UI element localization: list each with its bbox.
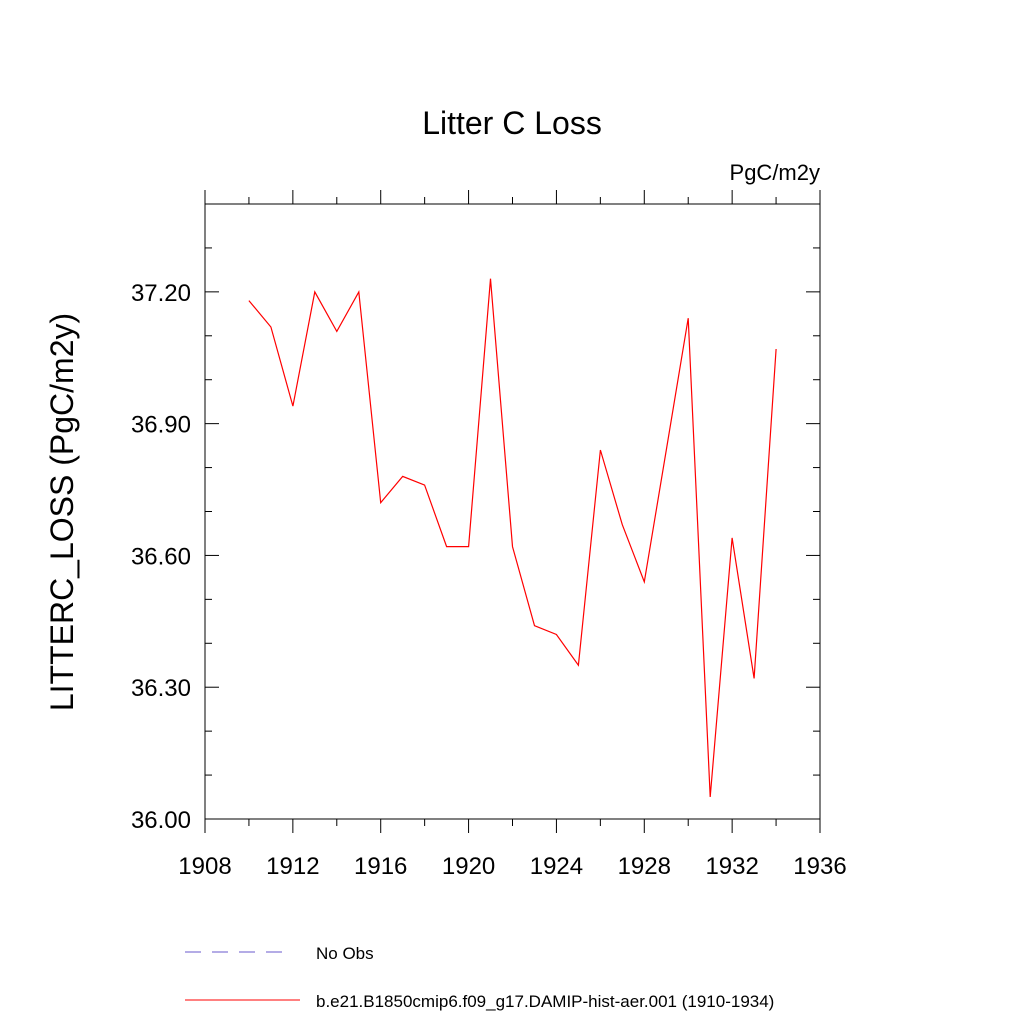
x-tick-label: 1908 xyxy=(178,853,231,880)
x-tick-label: 1932 xyxy=(705,853,758,880)
x-tick-label: 1936 xyxy=(793,853,846,880)
y-tick-label: 36.90 xyxy=(131,412,191,439)
x-tick-label: 1920 xyxy=(442,853,495,880)
x-tick-label: 1916 xyxy=(354,853,407,880)
y-tick-label: 36.30 xyxy=(131,675,191,702)
y-tick-label: 37.20 xyxy=(131,280,191,307)
legend-label: No Obs xyxy=(316,944,374,963)
plot-frame xyxy=(204,203,821,820)
units-label: PgC/m2y xyxy=(730,160,820,185)
x-tick-label: 1912 xyxy=(266,853,319,880)
y-axis: 36.00 36.30 36.60 36.90 37.20 xyxy=(131,247,820,834)
y-tick-label: 36.60 xyxy=(131,543,191,570)
x-tick-label: 1928 xyxy=(618,853,671,880)
x-tick-label: 1924 xyxy=(530,853,583,880)
y-tick-label: 36.00 xyxy=(131,807,191,834)
legend-label: b.e21.B1850cmip6.f09_g17.DAMIP-hist-aer.… xyxy=(316,992,774,1011)
chart-title: Litter C Loss xyxy=(422,105,602,141)
series-layer xyxy=(248,278,777,798)
legend: No Obs b.e21.B1850cmip6.f09_g17.DAMIP-his… xyxy=(185,944,774,1011)
series-line-1 xyxy=(248,278,777,798)
y-axis-label: LITTERC_LOSS (PgC/m2y) xyxy=(44,313,80,711)
x-axis: 1908 1912 1916 1920 1924 1928 1932 1936 xyxy=(178,190,847,880)
